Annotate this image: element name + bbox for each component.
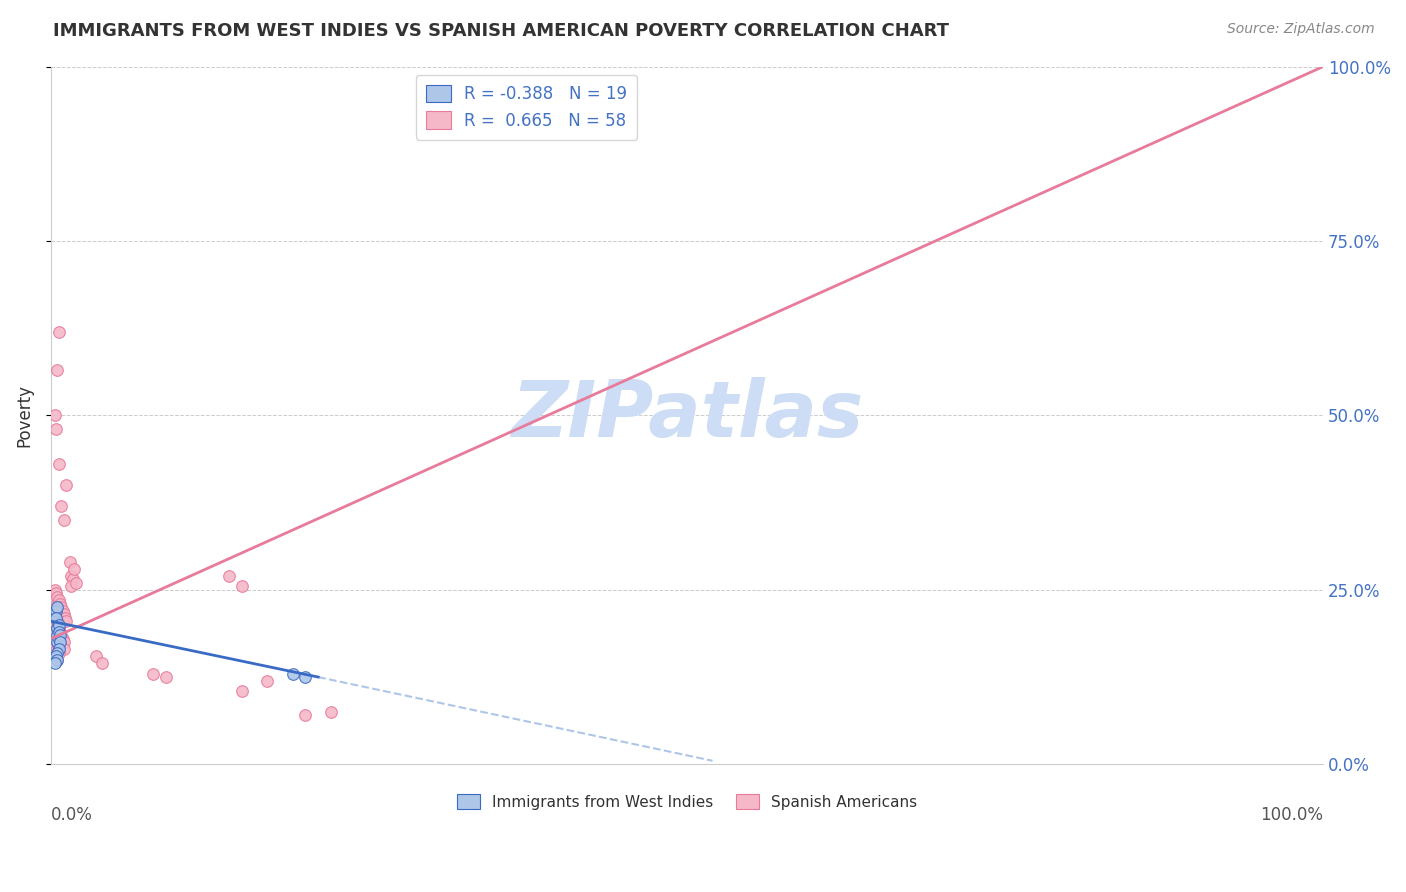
- Point: [45, 639, 67, 653]
- Point: [65, 575, 87, 590]
- Point: [52, 607, 75, 622]
- Point: [51, 607, 73, 622]
- Point: [63, 562, 86, 576]
- Point: [46, 642, 69, 657]
- Point: [49, 604, 72, 618]
- Point: [53, 611, 76, 625]
- Point: [48, 325, 70, 339]
- Text: IMMIGRANTS FROM WEST INDIES VS SPANISH AMERICAN POVERTY CORRELATION CHART: IMMIGRANTS FROM WEST INDIES VS SPANISH A…: [53, 22, 949, 40]
- Point: [45, 604, 67, 618]
- Point: [46, 652, 69, 666]
- Point: [48, 593, 70, 607]
- Point: [51, 635, 73, 649]
- Point: [294, 708, 316, 723]
- Point: [281, 666, 304, 681]
- Point: [51, 600, 73, 615]
- Y-axis label: Poverty: Poverty: [15, 384, 32, 447]
- Point: [48, 628, 70, 642]
- Point: [49, 597, 72, 611]
- Point: [142, 666, 165, 681]
- Point: [48, 642, 70, 657]
- Point: [45, 649, 67, 664]
- Point: [52, 513, 75, 527]
- Point: [46, 635, 69, 649]
- Text: Source: ZipAtlas.com: Source: ZipAtlas.com: [1227, 22, 1375, 37]
- Point: [231, 684, 253, 698]
- Point: [49, 635, 72, 649]
- Point: [51, 499, 73, 513]
- Point: [51, 632, 73, 646]
- Point: [48, 621, 70, 635]
- Point: [48, 600, 70, 615]
- Point: [319, 705, 342, 719]
- Point: [49, 632, 72, 646]
- Legend: Immigrants from West Indies, Spanish Americans: Immigrants from West Indies, Spanish Ame…: [451, 788, 924, 816]
- Point: [46, 363, 69, 377]
- Point: [59, 555, 82, 569]
- Point: [60, 569, 83, 583]
- Point: [51, 611, 73, 625]
- Point: [49, 624, 72, 639]
- Point: [46, 600, 69, 615]
- Point: [51, 604, 73, 618]
- Point: [62, 573, 84, 587]
- Point: [46, 652, 69, 666]
- Point: [46, 646, 69, 660]
- Text: 100.0%: 100.0%: [1260, 806, 1323, 824]
- Point: [48, 457, 70, 471]
- Text: 0.0%: 0.0%: [51, 806, 93, 824]
- Point: [45, 586, 67, 600]
- Point: [52, 635, 75, 649]
- Point: [155, 670, 177, 684]
- Point: [91, 656, 114, 670]
- Point: [49, 628, 72, 642]
- Point: [44, 409, 66, 423]
- Point: [45, 422, 67, 436]
- Point: [51, 628, 73, 642]
- Point: [55, 478, 77, 492]
- Point: [45, 617, 67, 632]
- Point: [46, 590, 69, 604]
- Point: [46, 621, 69, 635]
- Point: [84, 649, 107, 664]
- Point: [44, 582, 66, 597]
- Point: [218, 569, 240, 583]
- Point: [46, 614, 69, 628]
- Point: [46, 621, 69, 635]
- Text: ZIPatlas: ZIPatlas: [510, 377, 863, 453]
- Point: [52, 614, 75, 628]
- Point: [48, 617, 70, 632]
- Point: [45, 611, 67, 625]
- Point: [45, 649, 67, 664]
- Point: [48, 624, 70, 639]
- Point: [44, 656, 66, 670]
- Point: [44, 635, 66, 649]
- Point: [48, 646, 70, 660]
- Point: [46, 628, 69, 642]
- Point: [256, 673, 278, 688]
- Point: [48, 632, 70, 646]
- Point: [46, 597, 69, 611]
- Point: [55, 614, 77, 628]
- Point: [44, 607, 66, 622]
- Point: [294, 670, 316, 684]
- Point: [52, 642, 75, 657]
- Point: [60, 579, 83, 593]
- Point: [231, 579, 253, 593]
